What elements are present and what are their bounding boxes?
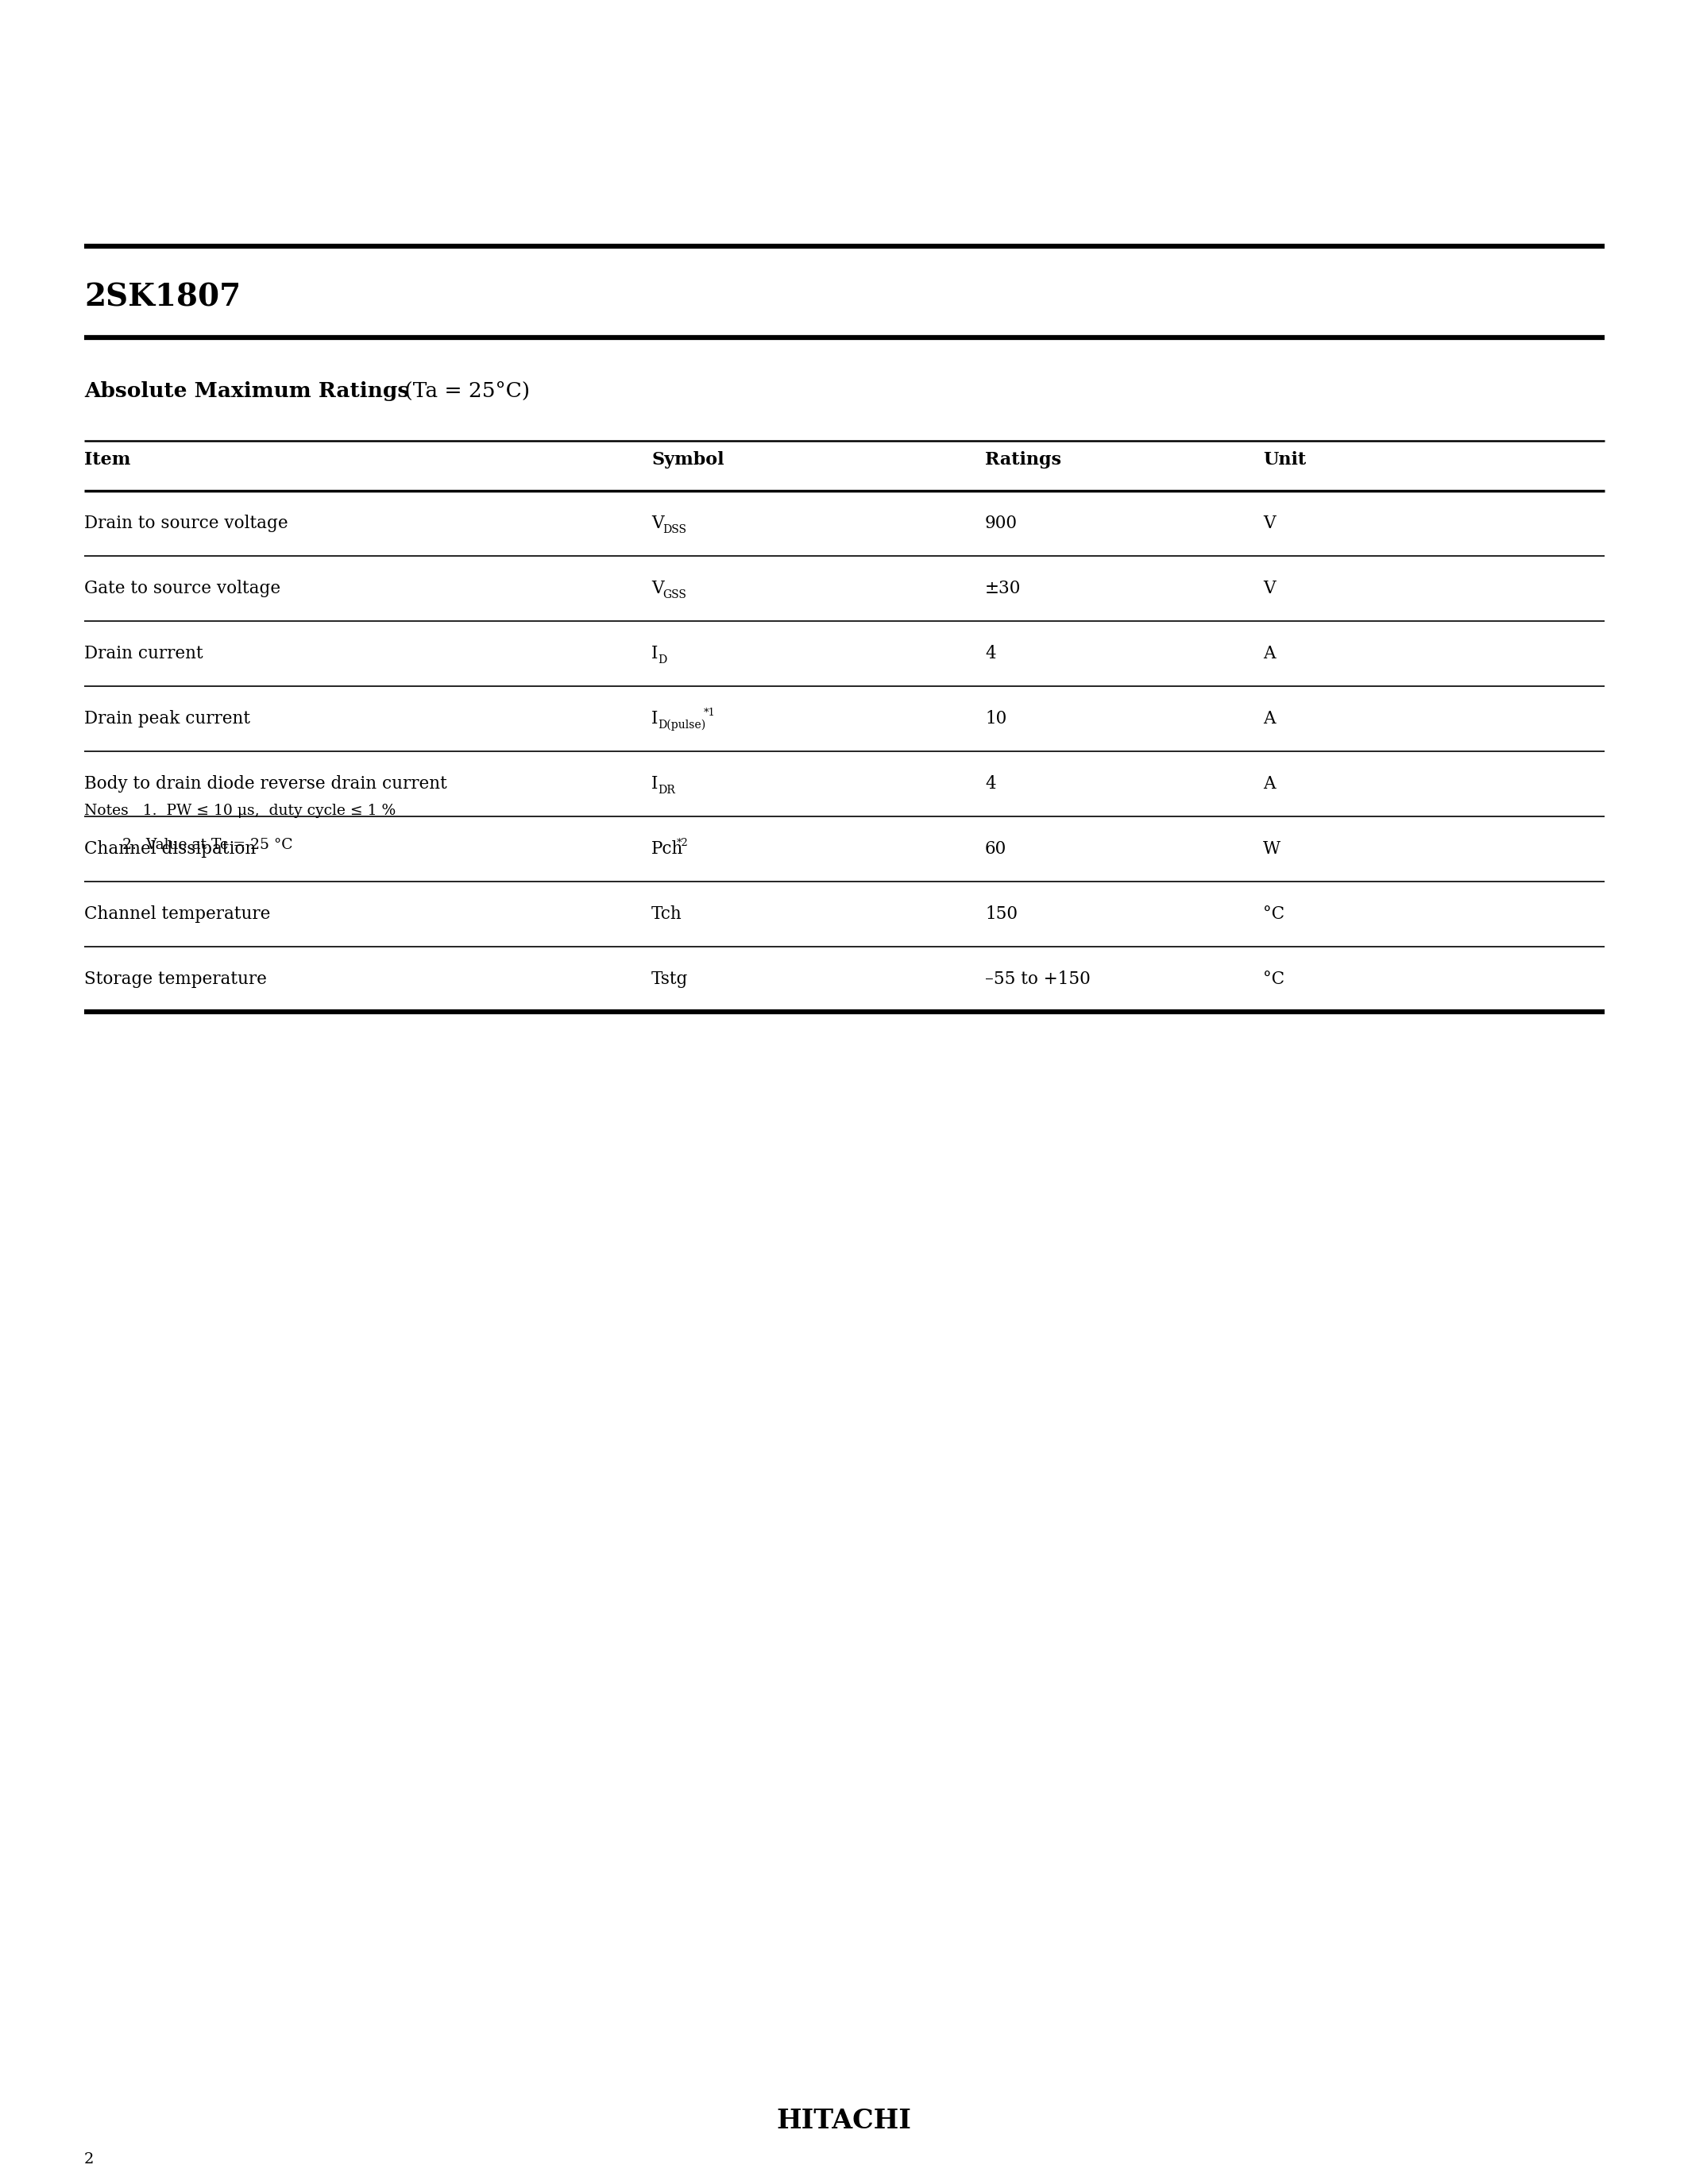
Text: D: D (658, 655, 667, 666)
Text: –55 to +150: –55 to +150 (986, 970, 1090, 987)
Text: 10: 10 (986, 710, 1006, 727)
Text: 900: 900 (986, 515, 1018, 533)
Text: DSS: DSS (662, 524, 687, 535)
Text: 60: 60 (986, 841, 1006, 858)
Text: °C: °C (1263, 906, 1285, 924)
Text: V: V (652, 515, 663, 533)
Text: Symbol: Symbol (652, 452, 724, 470)
Text: 2SK1807: 2SK1807 (84, 282, 241, 312)
Text: I: I (652, 644, 658, 662)
Text: (Ta = 25°C): (Ta = 25°C) (398, 382, 530, 402)
Text: I: I (652, 710, 658, 727)
Text: Pch: Pch (652, 841, 684, 858)
Text: Item: Item (84, 452, 130, 470)
Text: Channel dissipation: Channel dissipation (84, 841, 257, 858)
Text: Tstg: Tstg (652, 970, 689, 987)
Text: Ratings: Ratings (986, 452, 1062, 470)
Text: 2: 2 (84, 2151, 95, 2167)
Text: A: A (1263, 644, 1276, 662)
Text: Absolute Maximum Ratings: Absolute Maximum Ratings (84, 382, 408, 402)
Text: Tch: Tch (652, 906, 682, 924)
Text: V: V (1263, 515, 1276, 533)
Text: ±30: ±30 (986, 579, 1021, 596)
Text: V: V (652, 579, 663, 596)
Text: *2: *2 (677, 836, 689, 847)
Text: V: V (1263, 579, 1276, 596)
Text: DR: DR (658, 784, 675, 795)
Text: Gate to source voltage: Gate to source voltage (84, 579, 280, 596)
Text: Notes   1.  PW ≤ 10 μs,  duty cycle ≤ 1 %: Notes 1. PW ≤ 10 μs, duty cycle ≤ 1 % (84, 804, 395, 819)
Text: A: A (1263, 710, 1276, 727)
Text: Body to drain diode reverse drain current: Body to drain diode reverse drain curren… (84, 775, 447, 793)
Text: 150: 150 (986, 906, 1018, 924)
Text: Drain peak current: Drain peak current (84, 710, 250, 727)
Text: Channel temperature: Channel temperature (84, 906, 270, 924)
Text: Drain to source voltage: Drain to source voltage (84, 515, 289, 533)
Text: °C: °C (1263, 970, 1285, 987)
Text: 4: 4 (986, 775, 996, 793)
Text: A: A (1263, 775, 1276, 793)
Text: I: I (652, 775, 658, 793)
Text: GSS: GSS (662, 590, 687, 601)
Text: 2.  Value at Tc = 25 °C: 2. Value at Tc = 25 °C (84, 839, 292, 852)
Text: Storage temperature: Storage temperature (84, 970, 267, 987)
Text: Unit: Unit (1263, 452, 1307, 470)
Text: D(pulse): D(pulse) (658, 719, 706, 732)
Text: *1: *1 (704, 708, 716, 719)
Text: HITACHI: HITACHI (776, 2108, 912, 2134)
Text: W: W (1263, 841, 1281, 858)
Text: Drain current: Drain current (84, 644, 203, 662)
Text: 4: 4 (986, 644, 996, 662)
